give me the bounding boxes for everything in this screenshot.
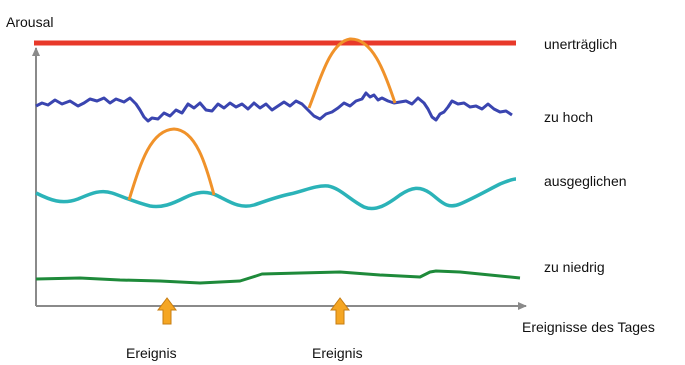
level-line-zu-hoch	[35, 91, 513, 123]
event-arrow-1	[157, 297, 177, 325]
event-label-2: Ereignis	[312, 345, 363, 361]
event-spike-2	[307, 37, 397, 109]
level-label-zu-niedrig: zu niedrig	[544, 259, 605, 275]
event-arrow-2	[330, 297, 350, 325]
level-line-ausgeglichen	[35, 177, 517, 211]
level-line-zu-niedrig	[35, 269, 521, 285]
level-label-zu-hoch: zu hoch	[544, 109, 594, 125]
level-label-unertraeglich: unerträglich	[544, 36, 618, 52]
x-axis-label: Ereignisse des Tages	[522, 319, 655, 335]
event-label-1: Ereignis	[126, 345, 177, 361]
y-axis-label: Arousal	[6, 14, 54, 30]
event-spike-1	[127, 127, 216, 201]
level-label-ausgeglichen: ausgeglichen	[544, 173, 627, 189]
